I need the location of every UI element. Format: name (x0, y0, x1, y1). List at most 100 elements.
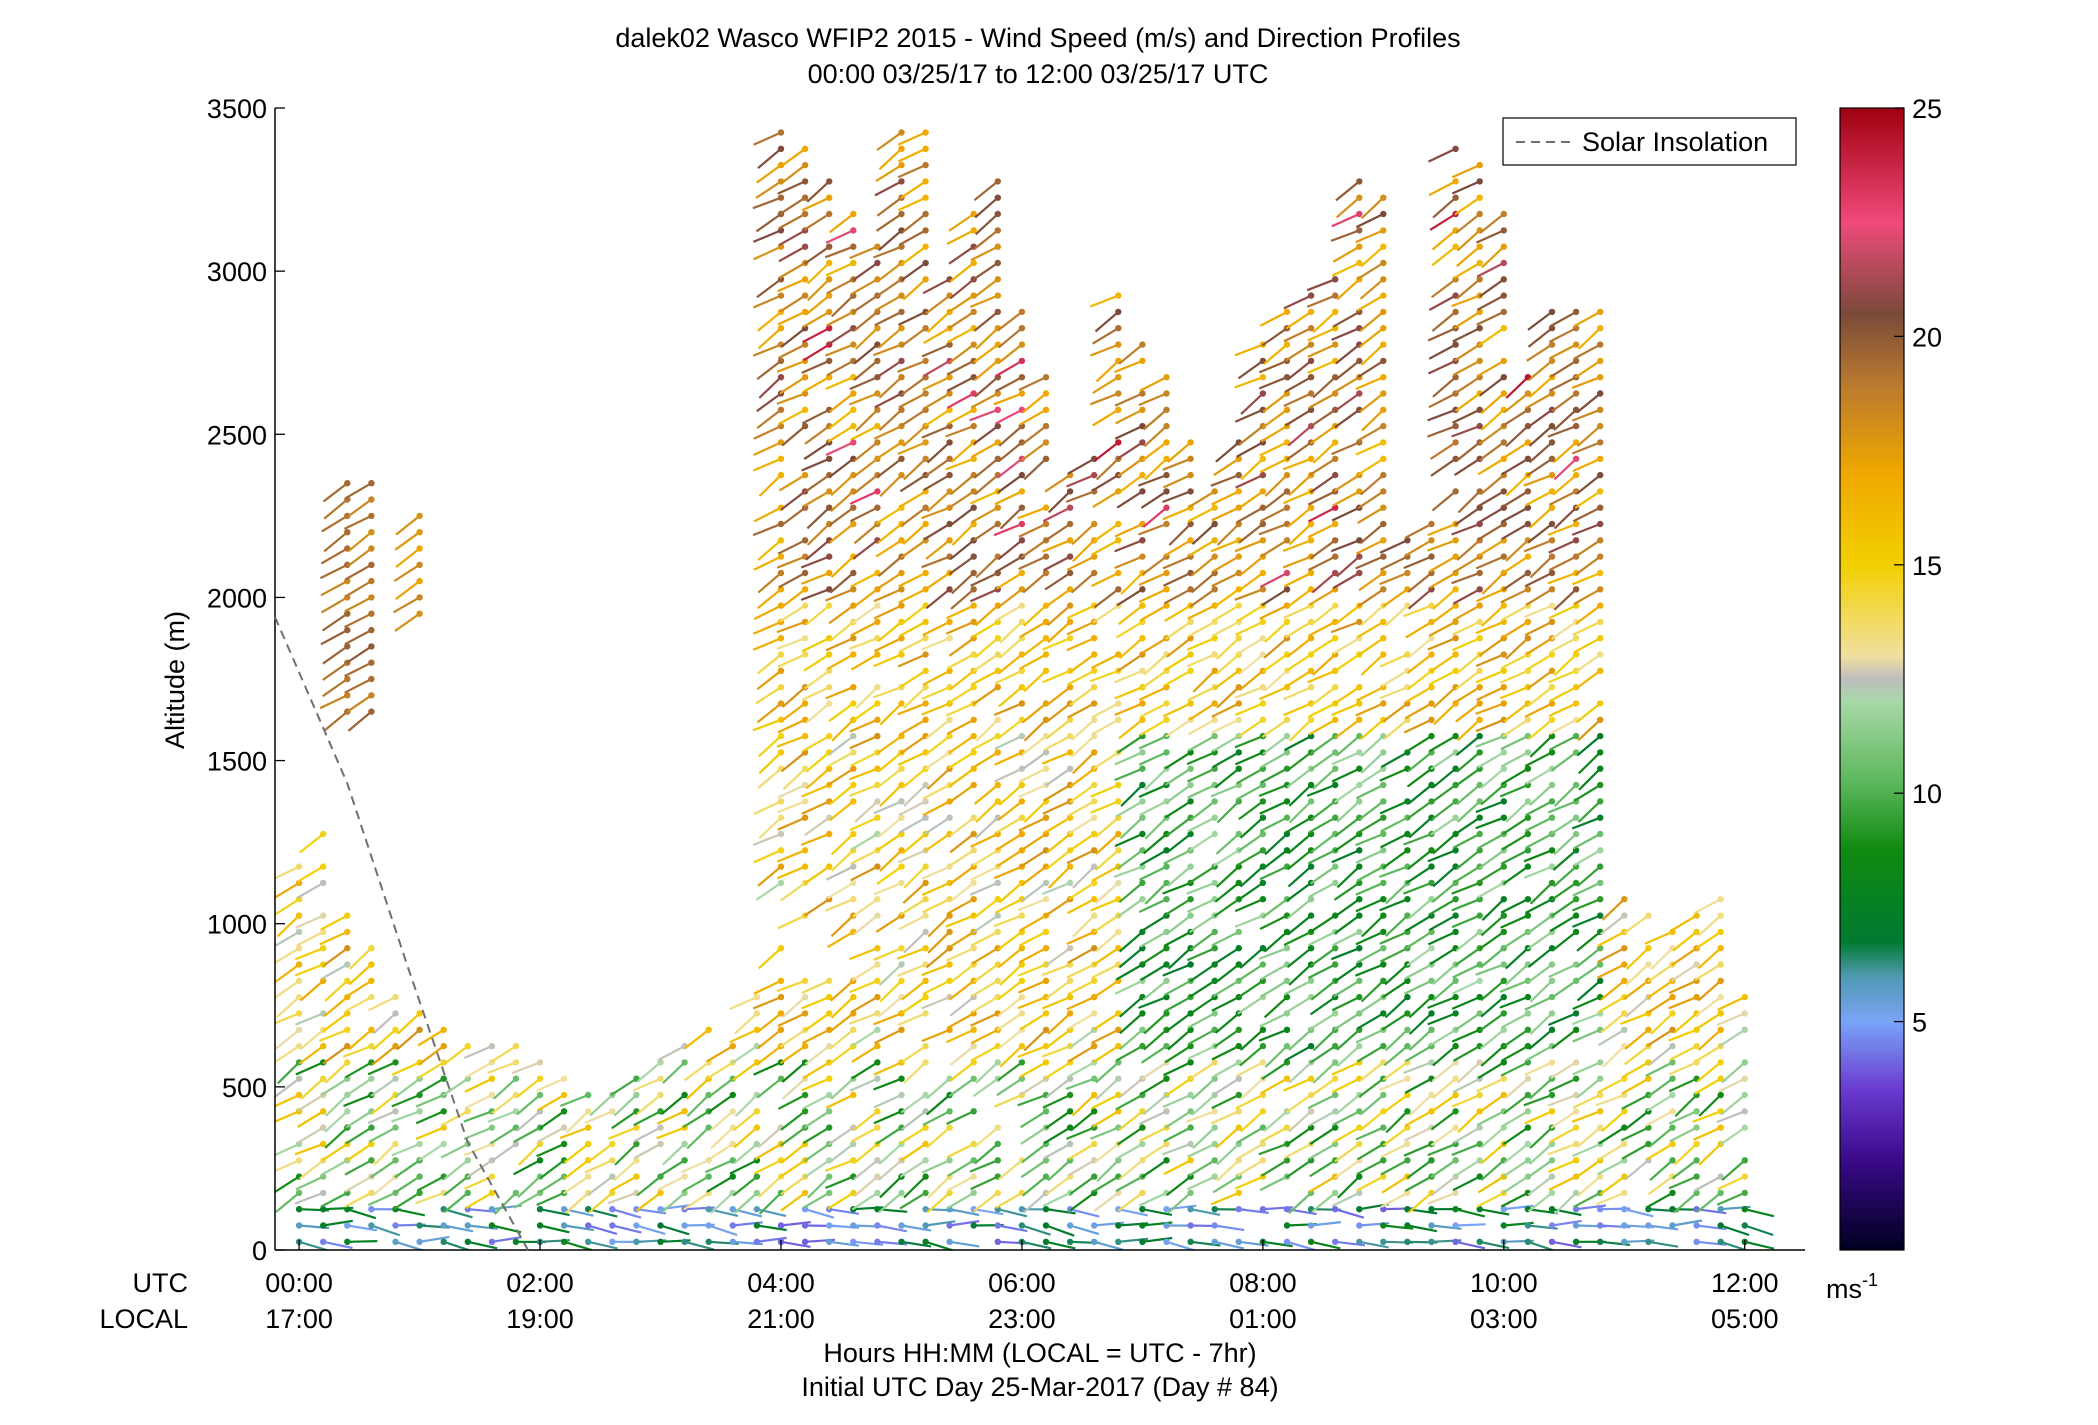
wind-barb-dot (874, 325, 881, 332)
wind-barb-dot (1259, 374, 1267, 381)
wind-barb-line (299, 1028, 324, 1051)
wind-barb-line (321, 1143, 348, 1162)
wind-barb-dot (777, 569, 785, 577)
wind-barb-line (1477, 506, 1505, 524)
wind-barb-dot (1476, 243, 1483, 250)
wind-barb-line (1283, 702, 1312, 717)
wind-barb-line (1527, 914, 1553, 935)
wind-barb-dot (946, 1108, 953, 1115)
wind-barb-dot (1259, 471, 1267, 479)
wind-barb-dot (994, 1189, 1001, 1197)
wind-barb-line (1430, 1126, 1457, 1147)
wind-barb-line (1379, 800, 1408, 815)
wind-barb-line (1576, 1175, 1601, 1197)
wind-barb-dot (922, 945, 929, 952)
wind-barb-line (1455, 784, 1481, 806)
wind-barb-line (1066, 996, 1095, 1011)
wind-barb-line (1476, 262, 1505, 278)
wind-barb-line (849, 245, 878, 260)
wind-barb-dot (1115, 406, 1122, 413)
wind-barb-dot (850, 1091, 857, 1099)
wind-barb-dot (1597, 1059, 1604, 1066)
wind-barb-dot (1332, 602, 1339, 609)
wind-barb-line (825, 441, 854, 456)
wind-barb-dot (344, 1042, 351, 1050)
wind-barb-dot (320, 1075, 327, 1082)
wind-barb-dot (1211, 879, 1218, 887)
wind-barb-line (1478, 849, 1505, 869)
wind-barb-line (899, 996, 927, 1015)
wind-barb-line (851, 294, 879, 314)
wind-barb-line (1378, 865, 1408, 878)
wind-barb-line (1455, 931, 1481, 952)
wind-barb-line (1264, 621, 1288, 643)
wind-barb-line (922, 800, 951, 817)
wind-barb-dot (1356, 178, 1363, 185)
wind-barb-dot (874, 651, 881, 658)
wind-barb-line (971, 441, 999, 458)
wind-barb-line (801, 408, 830, 425)
wind-barb-line (709, 1110, 734, 1132)
wind-barb-line (756, 1236, 787, 1243)
wind-barb-line (1043, 1143, 1071, 1160)
wind-barb-line (1527, 947, 1553, 968)
wind-barb-line (1283, 294, 1312, 310)
wind-barb-dot (970, 945, 977, 952)
wind-barb-dot (1572, 1124, 1580, 1131)
wind-barb-line (1524, 620, 1553, 637)
wind-barb-dot (994, 781, 1001, 789)
wind-barb-line (1360, 653, 1385, 676)
wind-barb-line (1574, 490, 1601, 509)
wind-barb-line (852, 588, 879, 609)
wind-barb-dot (1018, 1059, 1026, 1066)
wind-barb-line (1504, 963, 1529, 986)
wind-barb-dot (1500, 1222, 1508, 1229)
wind-barb-line (1357, 457, 1384, 476)
wind-barb-dot (1115, 1010, 1122, 1017)
wind-barb-line (1429, 1028, 1457, 1047)
wind-barb-line (927, 1175, 951, 1199)
wind-barb-dot (368, 643, 375, 650)
wind-barb-line (1044, 572, 1071, 591)
wind-barb-line (995, 555, 1023, 573)
wind-barb-line (1333, 979, 1360, 998)
wind-barb-dot (1259, 847, 1267, 854)
wind-barb-line (1697, 914, 1722, 937)
wind-barb-dot (1163, 961, 1170, 968)
wind-barb-line (1114, 686, 1143, 700)
wind-barb-line (926, 1126, 951, 1149)
wind-barb-dot (1741, 1108, 1749, 1115)
wind-barb-line (752, 522, 782, 537)
wind-barb-line (1041, 669, 1071, 684)
wind-barb-line (1238, 523, 1264, 544)
wind-barb-line (1118, 1077, 1144, 1099)
wind-barb-dot (994, 227, 1001, 234)
wind-barb-dot (1548, 1059, 1556, 1066)
wind-barb-dot (850, 700, 857, 707)
wind-barb-line (1431, 278, 1457, 299)
wind-barb-dot (1115, 651, 1122, 658)
wind-barb-line (733, 1143, 758, 1165)
wind-barb-dot (729, 1238, 736, 1246)
wind-barb-dot (874, 993, 881, 1001)
wind-barb-line (1140, 963, 1168, 981)
wind-barb-line (1186, 653, 1216, 668)
wind-barb-line (901, 1240, 932, 1248)
wind-barb-dot (777, 651, 785, 658)
wind-barb-line (1332, 1110, 1360, 1127)
wind-barb-dot (874, 977, 881, 984)
wind-barb-line (1114, 392, 1143, 407)
wind-barb-line (1312, 376, 1336, 399)
wind-barb-line (780, 1143, 806, 1164)
wind-barb-dot (1042, 569, 1050, 577)
wind-barb-line (995, 1191, 1023, 1209)
wind-barb-line (1526, 343, 1553, 362)
wind-barb-dot (1572, 830, 1580, 838)
wind-barb-dot (1139, 667, 1146, 674)
wind-barb-dot (1597, 700, 1604, 707)
wind-barb-dot (970, 814, 977, 821)
wind-barb-line (1576, 865, 1601, 888)
wind-barb-dot (440, 1042, 447, 1050)
wind-barb-line (1019, 1061, 1047, 1078)
wind-barb-line (1527, 327, 1553, 348)
